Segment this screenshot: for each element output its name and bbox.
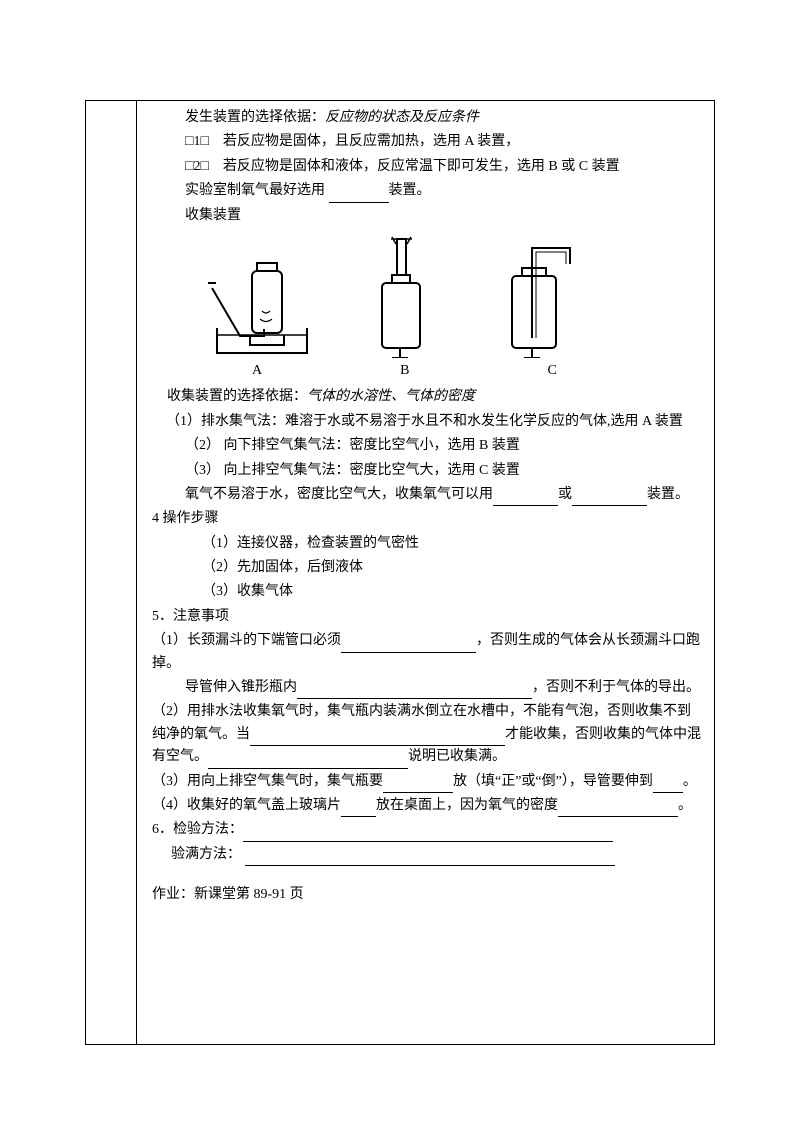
note3-mid: 放（填“正”或“倒”），导管要伸到 bbox=[453, 774, 653, 789]
apparatus-b-diagram bbox=[362, 233, 440, 358]
diagram-labels-row: A B C bbox=[147, 360, 702, 382]
label-c: C bbox=[547, 360, 556, 382]
generator-basis: 发生装置的选择依据：反应物的状态及反应条件 bbox=[147, 107, 702, 129]
blank-check bbox=[243, 826, 613, 842]
apparatus-diagrams bbox=[147, 229, 702, 360]
spacer bbox=[147, 868, 702, 884]
collection-item3: （3） 向上排空气集气法：密度比空气大，选用 C 装置 bbox=[147, 460, 702, 482]
verify-label: 验满方法： bbox=[171, 847, 245, 862]
section6-verify: 验满方法： bbox=[147, 844, 702, 866]
item2-text: 若反应物是固体和液体，反应常温下即可发生，选用 B 或 C 装置 bbox=[223, 159, 620, 174]
note4-suffix: 。 bbox=[678, 798, 692, 813]
generator-item2: □2□ 若反应物是固体和液体，反应常温下即可发生，选用 B 或 C 装置 bbox=[147, 156, 702, 178]
blank-method2 bbox=[572, 490, 647, 506]
choice-suffix: 装置。 bbox=[389, 183, 431, 198]
section5-note4: （4）收集好的氧气盖上玻璃片 放在桌面上，因为氧气的密度 。 bbox=[147, 795, 702, 817]
collection-item1: （1）排水集气法：难溶于水或不易溶于水且不和水发生化学反应的气体,选用 A 装置 bbox=[147, 411, 702, 433]
section6-title: 6．检验方法： bbox=[152, 822, 243, 837]
note4-prefix: （4）收集好的氧气盖上玻璃片 bbox=[152, 798, 341, 813]
collection-summary: 氧气不易溶于水，密度比空气大，收集氧气可以用 或 装置。 bbox=[147, 484, 702, 506]
summary-prefix: 氧气不易溶于水，密度比空气大，收集氧气可以用 bbox=[185, 487, 493, 502]
note1b-suffix: ，否则不利于气体的导出。 bbox=[532, 680, 700, 695]
blank-note3b bbox=[653, 777, 683, 793]
collection-basis: 收集装置的选择依据：气体的水溶性、气体的密度 bbox=[147, 386, 702, 408]
collection-item2: （2） 向下排空气集气法：密度比空气小，选用 B 装置 bbox=[147, 435, 702, 457]
generator-choice: 实验室制氧气最好选用 装置。 bbox=[147, 180, 702, 202]
collection-header: 收集装置 bbox=[147, 205, 702, 227]
note2-line2-suffix: 说明已收集满。 bbox=[408, 749, 506, 764]
note1b-prefix: 导管伸入锥形瓶内 bbox=[185, 680, 297, 695]
blank-note4a bbox=[341, 801, 376, 817]
note4-mid: 放在桌面上，因为氧气的密度 bbox=[376, 798, 558, 813]
section4-step3: （3）收集气体 bbox=[147, 581, 702, 603]
note3-prefix: （3）用向上排空气集气时，集气瓶要 bbox=[152, 774, 383, 789]
section5-note1b: 导管伸入锥形瓶内 ，否则不利于气体的导出。 bbox=[147, 677, 702, 699]
blank-choice bbox=[329, 187, 389, 203]
summary-mid: 或 bbox=[558, 487, 572, 502]
generator-item1: □1□ 若反应物是固体，且反应需加热，选用 A 装置， bbox=[147, 131, 702, 153]
section5-title: 5．注意事项 bbox=[147, 606, 702, 628]
blank-note1 bbox=[341, 637, 476, 653]
section4-step1: （1）连接仪器，检查装置的气密性 bbox=[147, 533, 702, 555]
blank-note2b bbox=[208, 753, 408, 769]
section4-title: 4 操作步骤 bbox=[147, 508, 702, 530]
page-frame: 发生装置的选择依据：反应物的状态及反应条件 □1□ 若反应物是固体，且反应需加热… bbox=[85, 100, 715, 1045]
section4-step2: （2）先加固体，后倒液体 bbox=[147, 557, 702, 579]
note3-end: 。 bbox=[683, 774, 697, 789]
blank-note4b bbox=[558, 801, 678, 817]
apparatus-a-diagram bbox=[202, 253, 312, 358]
label-b: B bbox=[400, 360, 409, 382]
section5-note2: （2）用排水法收集氧气时，集气瓶内装满水倒立在水槽中，不能有气泡，否则收集不到纯… bbox=[147, 701, 702, 768]
blank-method1 bbox=[493, 490, 558, 506]
homework: 作业：新课堂第 89-91 页 bbox=[147, 884, 702, 906]
section5-note3: （3）用向上排空气集气时，集气瓶要 放（填“正”或“倒”），导管要伸到 。 bbox=[147, 771, 702, 793]
basis-label: 发生装置的选择依据： bbox=[185, 110, 325, 125]
basis-value: 反应物的状态及反应条件 bbox=[325, 110, 479, 125]
apparatus-c-diagram bbox=[490, 238, 585, 358]
note1-prefix: （1）长颈漏斗的下端管口必须 bbox=[152, 633, 341, 648]
collection-item1-text: （1）排水集气法：难溶于水或不易溶于水且不和水发生化学反应的气体,选用 A 装置 bbox=[166, 414, 683, 429]
summary-suffix: 装置。 bbox=[647, 487, 689, 502]
section5-note1: （1）长颈漏斗的下端管口必须，否则生成的气体会从长颈漏斗口跑掉。 bbox=[147, 630, 702, 675]
blank-note1b bbox=[297, 683, 532, 699]
blank-note3a bbox=[383, 777, 453, 793]
collection-basis-label: 收集装置的选择依据： bbox=[167, 389, 307, 404]
content-column: 发生装置的选择依据：反应物的状态及反应条件 □1□ 若反应物是固体，且反应需加热… bbox=[136, 101, 714, 1044]
choice-prefix: 实验室制氧气最好选用 bbox=[185, 183, 329, 198]
label-a: A bbox=[252, 360, 262, 382]
item1-text: 若反应物是固体，且反应需加热，选用 A 装置， bbox=[223, 134, 519, 149]
item1-prefix: □1□ bbox=[185, 134, 209, 149]
item2-prefix: □2□ bbox=[185, 159, 209, 174]
blank-note2a bbox=[250, 730, 505, 746]
blank-verify bbox=[245, 850, 615, 866]
collection-basis-value: 气体的水溶性、气体的密度 bbox=[307, 389, 475, 404]
section6-check: 6．检验方法： bbox=[147, 819, 702, 841]
